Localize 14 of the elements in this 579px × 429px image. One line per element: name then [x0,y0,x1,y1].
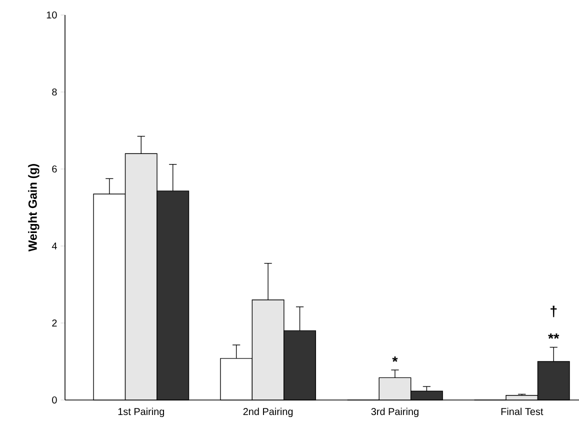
annotation: ** [548,333,560,339]
y-tick-label: 4 [52,242,57,250]
y-tick-label: 2 [52,320,57,326]
y-tick-label: 0 [52,396,57,404]
x-tick-label: 1st Pairing [118,408,164,418]
x-tick-label: Final Test [501,408,544,416]
x-tick-label: 3rd Pairing [371,408,418,418]
y-axis-title: Weight Gain (g) [28,164,40,252]
annotation: * [392,356,398,362]
y-tick-label: 8 [52,88,57,96]
annotation: † [550,306,557,318]
x-tick-label: 2nd Pairing [243,408,293,418]
y-tick-label: 6 [52,165,57,173]
y-tick-label: 10 [46,11,57,19]
